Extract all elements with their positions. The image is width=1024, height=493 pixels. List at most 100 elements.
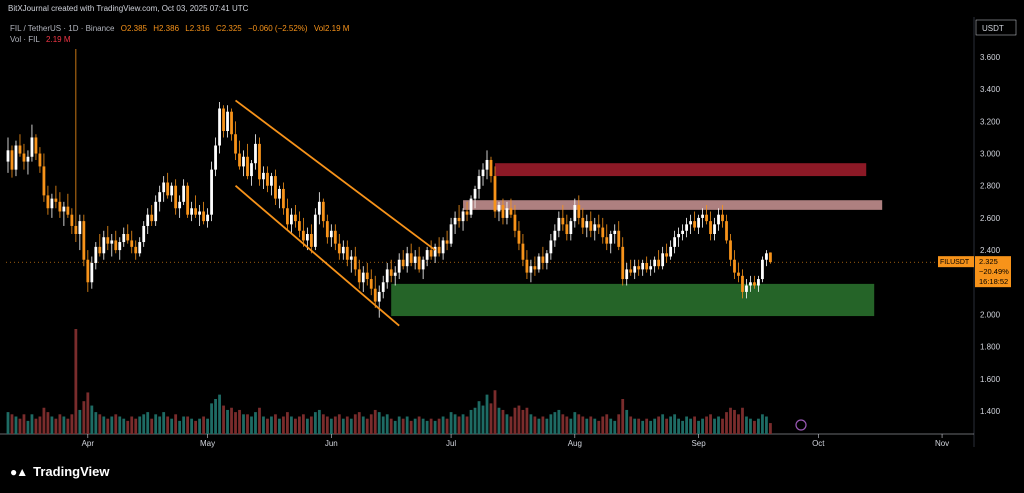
- candle-body: [150, 214, 154, 222]
- volume-bar: [333, 416, 337, 434]
- candle-body: [266, 172, 269, 186]
- volume-bar: [645, 418, 649, 434]
- candle-body: [533, 266, 537, 270]
- chart-background: [0, 17, 1024, 457]
- legend-symbol[interactable]: FIL / TetherUS · 1D · Binance: [10, 24, 115, 33]
- price-chart[interactable]: 3.6003.4003.2003.0002.8002.6002.4002.200…: [0, 17, 1024, 457]
- volume-bar: [154, 414, 158, 434]
- volume-bar: [258, 407, 261, 434]
- legend-volume-row: Vol · FIL 2.19 M: [10, 35, 75, 44]
- volume-bar: [521, 409, 525, 434]
- candle-body: [389, 269, 393, 276]
- candle-body: [325, 221, 329, 238]
- candle-body: [517, 230, 521, 244]
- volume-bar: [677, 418, 681, 434]
- candle-body: [769, 252, 772, 263]
- volume-bar: [425, 420, 429, 434]
- candle-body: [106, 237, 110, 244]
- candle-body: [709, 221, 712, 234]
- legend-ohlc: FIL / TetherUS · 1D · Binance O2.385 H2.…: [10, 24, 353, 33]
- volume-bar: [769, 423, 772, 434]
- volume-bar: [709, 414, 712, 434]
- volume-bar: [102, 416, 106, 434]
- legend-vol-label[interactable]: Vol · FIL: [10, 35, 40, 44]
- volume-bar: [585, 418, 589, 434]
- x-tick-label: Oct: [812, 439, 825, 448]
- volume-bar: [469, 409, 473, 434]
- volume-bar: [497, 407, 501, 434]
- tv-logo-icon: ●▲: [10, 464, 28, 479]
- volume-bar: [737, 414, 740, 434]
- volume-bar: [593, 418, 597, 434]
- tradingview-logo[interactable]: ●▲ TradingView: [10, 464, 109, 479]
- candle-body: [361, 272, 365, 283]
- volume-bar: [78, 409, 82, 434]
- candle-body: [290, 214, 293, 225]
- volume-bar: [685, 416, 688, 434]
- y-tick-label: 3.400: [980, 85, 1001, 94]
- candle-body: [441, 240, 445, 254]
- candle-body: [182, 185, 186, 202]
- candle-body: [585, 221, 589, 228]
- volume-bar: [286, 412, 289, 434]
- candle-body: [541, 256, 545, 263]
- candle-body: [385, 269, 389, 283]
- y-tick-label: 3.200: [980, 117, 1001, 126]
- candle-body: [581, 217, 585, 228]
- volume-bar: [741, 407, 744, 434]
- volume-bar: [90, 405, 94, 434]
- volume-bar: [337, 414, 341, 434]
- volume-bar: [62, 416, 66, 434]
- candle-body: [82, 221, 86, 260]
- legend-volume: Vol2.19 M: [313, 24, 350, 33]
- candle-body: [621, 246, 625, 280]
- candle-body: [745, 285, 748, 292]
- candle-body: [58, 201, 62, 212]
- volume-bar: [369, 414, 373, 434]
- volume-bar: [641, 420, 645, 434]
- candle-body: [70, 214, 74, 226]
- candle-body: [397, 259, 401, 273]
- candle-body: [353, 256, 357, 270]
- volume-bar: [565, 416, 569, 434]
- candle-body: [765, 253, 768, 260]
- candle-body: [493, 176, 497, 212]
- candle-body: [178, 201, 182, 209]
- axis-layer: 3.6003.4003.2003.0002.8002.6002.4002.200…: [82, 19, 1017, 448]
- volume-bar: [66, 418, 70, 434]
- x-tick-label: Apr: [82, 439, 95, 448]
- volume-bar: [457, 416, 461, 434]
- candle-body: [565, 224, 569, 234]
- volume-bar: [250, 416, 253, 434]
- volume-bar: [178, 420, 182, 434]
- candle-body: [206, 214, 209, 222]
- volume-bar: [633, 418, 637, 434]
- candle-body: [309, 234, 313, 247]
- y-tick-label: 1.600: [980, 375, 1001, 384]
- volume-bar: [693, 416, 696, 434]
- candle-body: [649, 266, 653, 270]
- volume-bar: [673, 414, 677, 434]
- chart-header: BitXJournal created with TradingView.com…: [0, 0, 1024, 17]
- candle-body: [218, 108, 221, 146]
- candle-body: [477, 176, 481, 189]
- candle-body: [421, 259, 425, 270]
- volume-bar: [309, 416, 313, 434]
- volume-bar: [170, 418, 174, 434]
- volume-bar: [313, 412, 317, 434]
- volume-bar: [449, 412, 453, 434]
- candle-body: [401, 259, 405, 267]
- candle-body: [158, 192, 162, 202]
- volume-bar: [545, 418, 549, 434]
- symbol-tag-text: FILUSDT: [940, 259, 970, 266]
- zone-support: [391, 283, 875, 317]
- y-tick-label: 1.400: [980, 407, 1001, 416]
- candle-body: [661, 253, 665, 267]
- candle-body: [741, 275, 744, 292]
- candle-body: [138, 242, 142, 254]
- candle-body: [22, 153, 26, 162]
- candle-body: [577, 205, 581, 218]
- volume-bar: [413, 418, 417, 434]
- candle-body: [549, 240, 553, 254]
- volume-bar: [485, 394, 489, 434]
